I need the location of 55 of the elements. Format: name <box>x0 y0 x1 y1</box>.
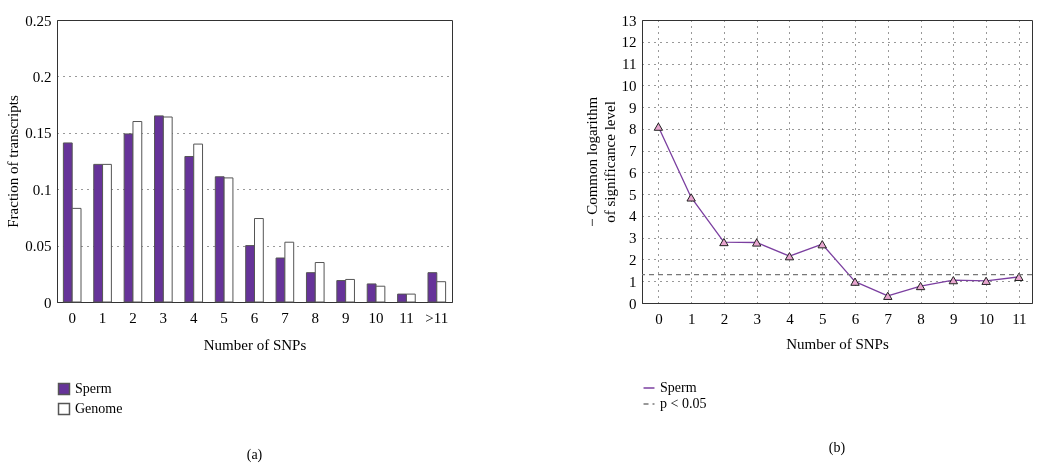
y-tick-label: 9 <box>629 99 637 116</box>
y-tick-label: 0.05 <box>25 238 52 255</box>
x-tick-label: 0 <box>655 310 663 327</box>
x-tick-label: 6 <box>250 309 259 326</box>
x-tick-label: 8 <box>917 310 925 327</box>
legend-label: Genome <box>75 401 123 416</box>
x-axis-title: Number of SNPs <box>203 336 307 353</box>
y-tick-label: 12 <box>621 34 637 51</box>
x-tick-label: 6 <box>851 310 860 327</box>
text: (b) <box>828 440 846 456</box>
x-tick-label: 2 <box>129 309 137 326</box>
y-tick-label: 4 <box>629 208 637 225</box>
x-tick-label: 4 <box>189 309 198 326</box>
y-tick-label: 10 <box>621 77 637 94</box>
y-tick-label: 0 <box>44 294 52 311</box>
y-tick-label: 0.15 <box>25 125 52 142</box>
x-tick-label: 5 <box>220 309 228 326</box>
y-tick-label: 6 <box>629 164 637 181</box>
y-tick-label: 0.2 <box>32 68 52 85</box>
x-tick-label: 8 <box>311 309 320 326</box>
y-tick-label: 8 <box>629 121 637 138</box>
x-tick-label: 9 <box>341 309 350 326</box>
x-tick-label: 5 <box>819 310 827 327</box>
legend-label: Sperm <box>75 381 112 396</box>
y-tick-label: 7 <box>629 143 637 160</box>
x-tick-label: 11 <box>1012 310 1027 327</box>
y-tick-label: 3 <box>629 230 637 247</box>
x-tick-label: 7 <box>281 309 290 326</box>
legend-label: p < 0.05 <box>660 396 707 411</box>
x-tick-label: 0 <box>68 309 76 326</box>
text: (a) <box>246 447 263 463</box>
x-tick-label: 10 <box>979 310 995 327</box>
x-tick-label: 2 <box>720 310 729 327</box>
y-tick-label: 1 <box>629 273 637 290</box>
x-tick-label: 11 <box>399 309 414 326</box>
x-tick-label: >11 <box>425 309 449 326</box>
y-tick-label: 0.1 <box>32 181 52 198</box>
y-axis-title: Fraction of transcripts <box>5 95 22 228</box>
y-tick-label: 0 <box>629 295 637 312</box>
y-tick-label: 13 <box>621 12 637 29</box>
legend-label: Sperm <box>660 380 697 395</box>
x-axis-title: Number of SNPs <box>786 335 889 352</box>
x-tick-label: 3 <box>753 310 761 327</box>
x-tick-label: 1 <box>687 310 696 327</box>
x-tick-label: 1 <box>98 309 107 326</box>
x-tick-label: 4 <box>786 310 795 327</box>
y-tick-label: 5 <box>629 186 637 203</box>
y-axis-title: − Common logarithm of significance level <box>583 96 618 228</box>
x-tick-label: 7 <box>884 310 893 327</box>
x-tick-label: 9 <box>950 310 958 327</box>
x-tick-label: 10 <box>368 309 384 326</box>
y-tick-label: 2 <box>629 251 637 268</box>
y-tick-label: 0.25 <box>25 12 52 29</box>
x-tick-label: 3 <box>159 309 168 326</box>
y-tick-label: 11 <box>622 56 637 73</box>
